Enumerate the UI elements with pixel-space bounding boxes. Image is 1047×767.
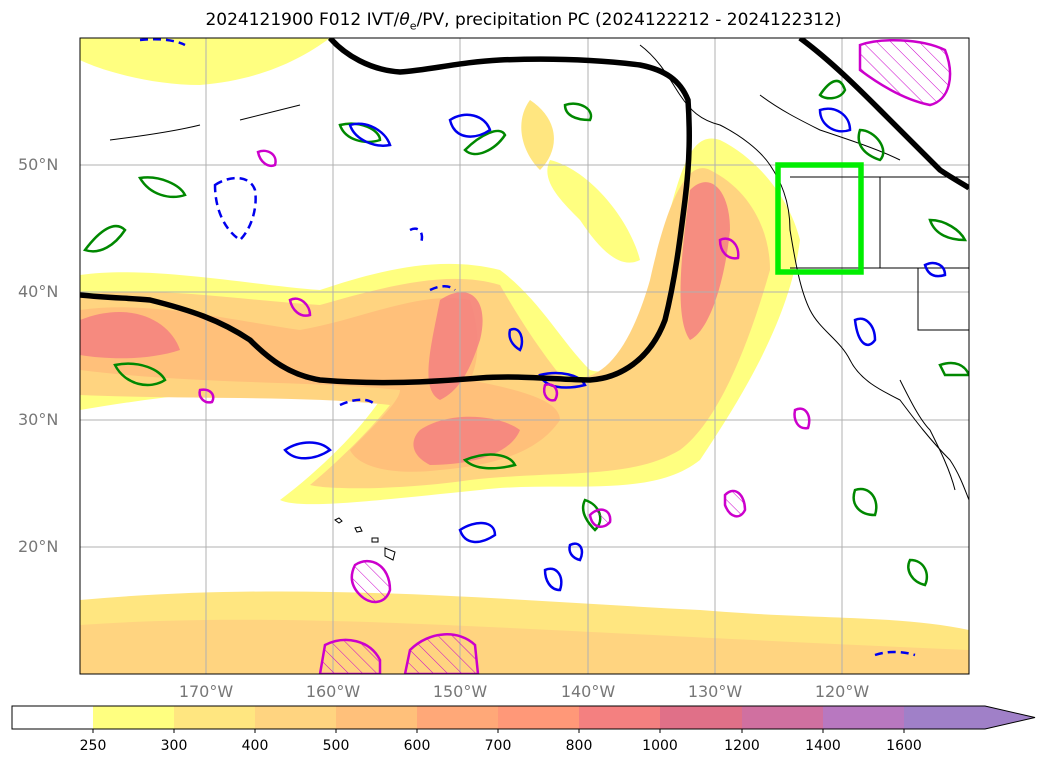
map-plot-area bbox=[80, 38, 969, 674]
blue-contours bbox=[283, 107, 947, 592]
colorbar bbox=[11, 705, 1036, 733]
colorbar-segment bbox=[498, 706, 579, 729]
lat-label: 40°N bbox=[18, 282, 59, 301]
lat-label: 20°N bbox=[18, 537, 59, 556]
colorbar-segment bbox=[174, 706, 255, 729]
magenta-contours bbox=[198, 149, 811, 430]
lon-label: 160°W bbox=[305, 682, 361, 701]
highlight-box bbox=[775, 162, 864, 275]
state-borders bbox=[790, 176, 969, 331]
lon-label: 140°W bbox=[560, 682, 616, 701]
map-frame bbox=[79, 37, 970, 675]
map-title: 2024121900 F012 IVT/θe/PV, precipitation… bbox=[205, 10, 842, 33]
colorbar-segment bbox=[417, 706, 498, 729]
lat-label: 30°N bbox=[18, 410, 59, 429]
colorbar-extend-arrow bbox=[904, 706, 1035, 729]
lat-label: 50°N bbox=[18, 155, 59, 174]
colorbar-segment bbox=[93, 706, 174, 729]
hawaii-islands bbox=[334, 517, 396, 561]
thick-contours bbox=[80, 38, 969, 386]
colorbar-segment bbox=[255, 706, 336, 729]
colorbar-segment bbox=[336, 706, 417, 729]
colorbar-segment bbox=[660, 706, 742, 729]
colorbar-tick-label: 700 bbox=[484, 738, 512, 754]
colorbar-segment bbox=[742, 706, 823, 729]
colorbar-tick-label: 500 bbox=[322, 738, 350, 754]
colorbar-tick-label: 1600 bbox=[886, 738, 922, 754]
green-contours bbox=[82, 79, 969, 587]
magenta-hatched-regions bbox=[318, 39, 952, 674]
lon-label: 120°W bbox=[814, 682, 870, 701]
lon-label: 150°W bbox=[432, 682, 488, 701]
blue-dashed-contours bbox=[139, 38, 916, 657]
colorbar-tick-label: 250 bbox=[79, 738, 107, 754]
colorbar-tick-label: 400 bbox=[241, 738, 269, 754]
colorbar-tick-label: 1200 bbox=[724, 738, 760, 754]
colorbar-tick-label: 1400 bbox=[805, 738, 841, 754]
colorbar-tick-label: 800 bbox=[565, 738, 593, 754]
colorbar-segment bbox=[12, 706, 93, 729]
colorbar-segment bbox=[823, 706, 904, 729]
lon-label: 130°W bbox=[687, 682, 743, 701]
colorbar-tick-label: 600 bbox=[403, 738, 431, 754]
colorbar-tick-label: 1000 bbox=[642, 738, 678, 754]
colorbar-outline bbox=[11, 705, 1036, 730]
colorbar-ticks bbox=[92, 729, 905, 733]
colorbar-tick-label: 300 bbox=[160, 738, 188, 754]
colorbar-segment bbox=[579, 706, 660, 729]
lon-label: 170°W bbox=[178, 682, 234, 701]
ivt-shading bbox=[80, 38, 969, 674]
